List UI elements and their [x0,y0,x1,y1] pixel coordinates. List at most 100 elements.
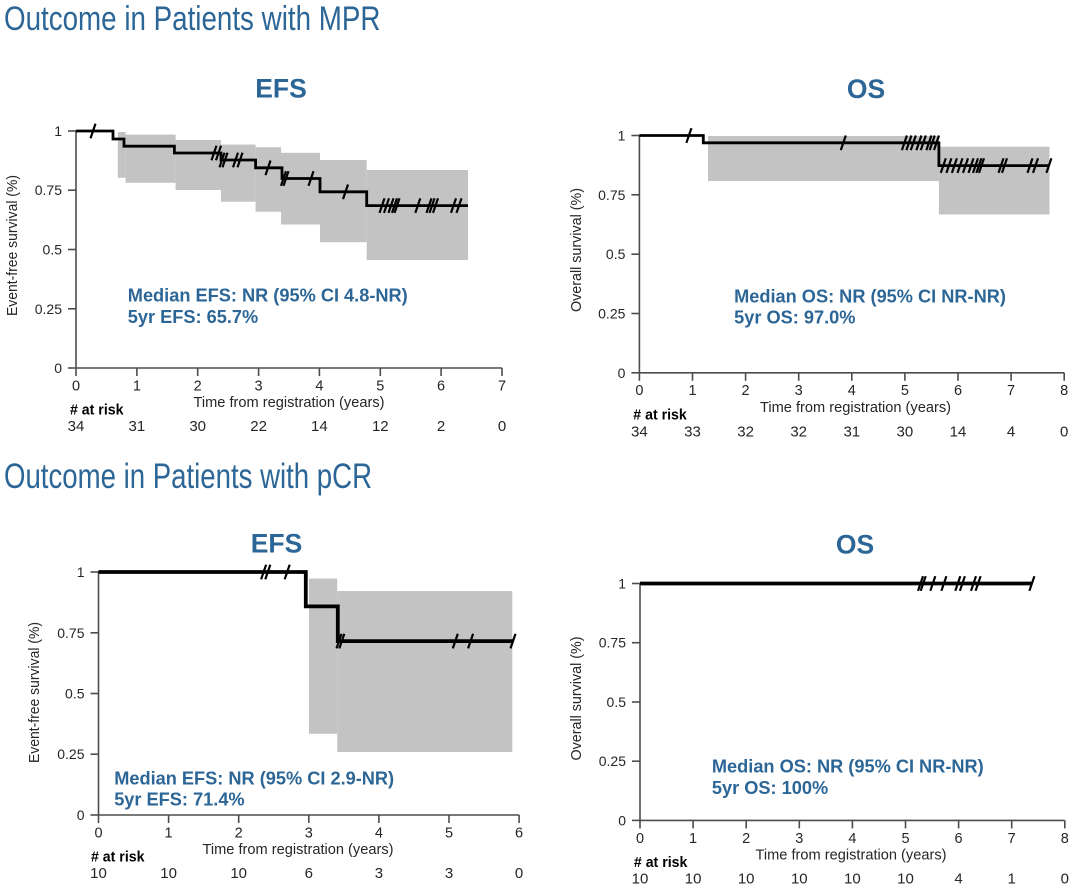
svg-text:0: 0 [498,418,506,435]
svg-text:6: 6 [954,383,962,399]
svg-text:0.75: 0.75 [599,635,626,651]
svg-text:10: 10 [738,870,755,887]
svg-text:3: 3 [305,825,313,841]
svg-text:0.25: 0.25 [57,746,84,762]
svg-text:1: 1 [688,383,696,399]
svg-text:Time from registration (years): Time from registration (years) [756,847,947,863]
svg-text:6: 6 [305,865,313,882]
svg-text:5: 5 [445,825,453,841]
svg-text:5: 5 [901,383,909,399]
svg-text:30: 30 [897,423,914,440]
svg-text:2: 2 [742,383,750,399]
svg-text:10: 10 [844,870,861,887]
svg-text:10: 10 [791,870,808,887]
svg-text:Time from registration (years): Time from registration (years) [203,842,394,858]
svg-text:Median OS: NR (95% CI NR-NR): Median OS: NR (95% CI NR-NR) [734,286,1006,306]
svg-text:3: 3 [795,383,803,399]
svg-text:1: 1 [133,378,141,394]
svg-text:1: 1 [1008,870,1016,887]
svg-text:3: 3 [255,378,263,394]
svg-text:0: 0 [72,378,80,394]
svg-text:2: 2 [437,418,445,435]
svg-text:8: 8 [1061,831,1069,847]
svg-text:10: 10 [685,870,702,887]
svg-text:0.5: 0.5 [606,246,626,262]
svg-text:7: 7 [498,378,506,394]
svg-text:10: 10 [90,865,107,882]
svg-text:Outcome in Patients with pCR: Outcome in Patients with pCR [4,456,372,496]
svg-text:6: 6 [437,378,445,394]
svg-text:0: 0 [54,360,62,376]
svg-text:4: 4 [375,825,383,841]
svg-text:3: 3 [445,865,453,882]
svg-text:6: 6 [515,825,523,841]
svg-text:31: 31 [843,423,860,440]
svg-text:1: 1 [689,831,697,847]
svg-text:0.75: 0.75 [57,625,84,641]
svg-text:0: 0 [94,825,102,841]
svg-text:4: 4 [954,870,962,887]
svg-text:34: 34 [631,423,648,440]
svg-text:# at risk: # at risk [70,402,124,419]
svg-text:0: 0 [77,807,85,823]
svg-text:0: 0 [618,812,626,828]
svg-text:# at risk: # at risk [91,849,145,866]
svg-text:0: 0 [515,865,523,882]
svg-text:5yr OS: 100%: 5yr OS: 100% [712,778,828,798]
svg-text:5yr OS: 97.0%: 5yr OS: 97.0% [734,308,855,328]
svg-text:31: 31 [129,418,146,435]
svg-text:1: 1 [54,123,62,139]
svg-text:10: 10 [632,870,649,887]
svg-text:Outcome in Patients with MPR: Outcome in Patients with MPR [4,0,380,38]
svg-text:0.75: 0.75 [598,187,625,203]
svg-text:4: 4 [848,831,856,847]
svg-text:8: 8 [1060,383,1068,399]
svg-text:5: 5 [901,831,909,847]
svg-text:3: 3 [375,865,383,882]
svg-text:0.25: 0.25 [599,753,626,769]
svg-text:EFS: EFS [251,528,303,558]
svg-text:5yr EFS: 71.4%: 5yr EFS: 71.4% [114,790,244,810]
svg-text:2: 2 [742,831,750,847]
svg-text:# at risk: # at risk [634,854,688,871]
svg-text:Time from registration (years): Time from registration (years) [194,395,385,411]
svg-text:7: 7 [1008,831,1016,847]
svg-text:0.5: 0.5 [65,686,85,702]
svg-text:Median EFS: NR (95% CI 4.8-NR): Median EFS: NR (95% CI 4.8-NR) [128,286,408,306]
svg-text:4: 4 [848,383,856,399]
svg-text:2: 2 [235,825,243,841]
svg-text:1: 1 [77,564,85,580]
svg-text:Overall survival (%): Overall survival (%) [569,188,585,312]
svg-text:Event-free survival (%): Event-free survival (%) [27,622,43,763]
svg-text:Time from registration (years): Time from registration (years) [760,400,951,416]
svg-text:2: 2 [194,378,202,394]
svg-text:22: 22 [250,418,267,435]
svg-text:0.75: 0.75 [35,182,62,198]
svg-text:33: 33 [684,423,701,440]
svg-text:14: 14 [950,423,967,440]
svg-text:Overall survival (%): Overall survival (%) [569,637,585,761]
svg-text:0.25: 0.25 [598,306,625,322]
svg-text:1: 1 [618,576,626,592]
svg-text:10: 10 [230,865,247,882]
svg-text:30: 30 [189,418,206,435]
svg-text:Event-free survival (%): Event-free survival (%) [5,175,21,316]
svg-text:5yr EFS: 65.7%: 5yr EFS: 65.7% [128,307,258,327]
svg-text:OS: OS [836,529,874,559]
svg-text:7: 7 [1007,383,1015,399]
svg-text:4: 4 [315,378,323,394]
svg-text:3: 3 [795,831,803,847]
svg-text:4: 4 [1007,423,1015,440]
svg-text:5: 5 [376,378,384,394]
svg-text:EFS: EFS [255,73,307,103]
svg-text:0: 0 [1060,423,1068,440]
svg-text:0: 0 [1061,870,1069,887]
svg-text:1: 1 [618,128,626,144]
svg-text:12: 12 [372,418,389,435]
svg-text:14: 14 [311,418,328,435]
svg-text:OS: OS [847,74,885,104]
svg-text:0: 0 [635,383,643,399]
svg-text:# at risk: # at risk [633,407,687,424]
svg-text:0.5: 0.5 [43,242,63,258]
svg-text:32: 32 [737,423,754,440]
